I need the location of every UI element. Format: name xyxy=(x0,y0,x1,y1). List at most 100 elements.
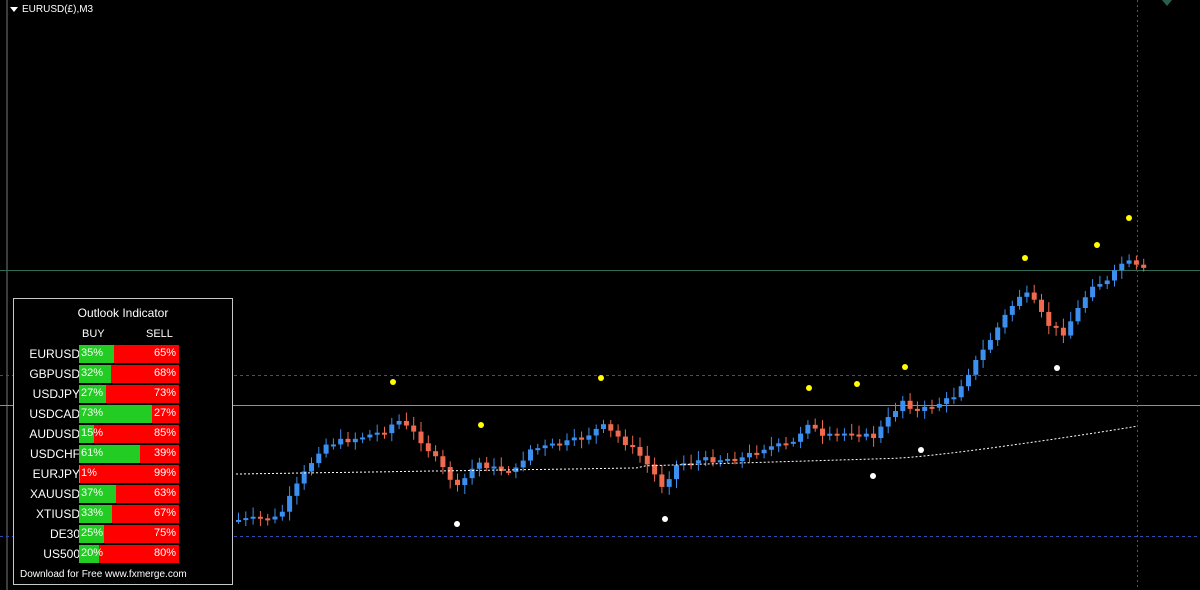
candle-body xyxy=(1133,260,1139,265)
candle-body xyxy=(630,445,636,448)
candle-body xyxy=(1031,292,1037,300)
candle-body xyxy=(506,470,512,473)
candle-body xyxy=(615,430,621,437)
candle-body xyxy=(1141,264,1147,268)
candle-body xyxy=(257,516,263,519)
buy-percent: 32% xyxy=(81,367,104,379)
candle-body xyxy=(710,457,716,463)
candle-body xyxy=(491,466,497,469)
sentiment-bar: 73% 27% xyxy=(79,405,179,423)
candle-body xyxy=(798,433,804,442)
candle-body xyxy=(1068,321,1074,336)
candle-body xyxy=(564,440,570,446)
candle-body xyxy=(622,436,628,446)
candle-body xyxy=(557,443,563,446)
candle-body xyxy=(754,452,760,455)
candle-body xyxy=(476,462,482,469)
candle-body xyxy=(893,411,898,418)
sentiment-bar: 32% 68% xyxy=(79,365,179,383)
candle-body xyxy=(418,431,424,444)
candle-body xyxy=(250,516,256,519)
candle-body xyxy=(498,466,504,471)
buy-percent: 35% xyxy=(81,347,104,359)
candle-body xyxy=(827,433,833,436)
candle-body xyxy=(783,443,789,446)
candle-body xyxy=(914,408,920,411)
row-symbol: USDCHF xyxy=(30,447,80,461)
buy-percent: 33% xyxy=(81,507,104,519)
sentiment-bar: 61% 39% xyxy=(79,445,179,463)
buy-column-header: BUY xyxy=(82,328,105,340)
sell-percent: 99% xyxy=(153,467,176,479)
row-symbol: EURUSD xyxy=(29,347,80,361)
sentiment-bar: 20% 80% xyxy=(79,545,179,563)
symbol-menu-triangle-icon[interactable] xyxy=(10,7,18,12)
buy-fill xyxy=(79,485,116,503)
candle-body xyxy=(236,519,241,522)
candle-body xyxy=(265,518,271,521)
sentiment-row-audusd: AUDUSD 15% 85% xyxy=(14,425,214,443)
sell-percent: 85% xyxy=(153,427,176,439)
sell-percent: 68% xyxy=(153,367,176,379)
buy-signal-dot xyxy=(870,473,876,479)
chart-shift-marker-icon[interactable] xyxy=(1162,0,1172,6)
row-symbol: USDJPY xyxy=(32,387,80,401)
sell-percent: 80% xyxy=(153,547,176,559)
candle-body xyxy=(316,453,322,464)
candle-body xyxy=(571,437,577,441)
sentiment-row-xauusd: XAUUSD 37% 63% xyxy=(14,485,214,503)
candle-body xyxy=(579,437,585,440)
candle-body xyxy=(951,397,957,400)
candle-body xyxy=(695,460,701,464)
sentiment-bar: 37% 63% xyxy=(79,485,179,503)
panel-title: Outlook Indicator xyxy=(77,306,169,320)
sentiment-bar: 27% 73% xyxy=(79,385,179,403)
candle-body xyxy=(309,463,314,472)
candle-body xyxy=(980,349,986,361)
footer-link[interactable]: Download for Free www.fxmerge.com xyxy=(20,569,187,580)
candle-body xyxy=(900,400,906,412)
candle-body xyxy=(666,479,672,487)
candle-body xyxy=(608,424,614,431)
candle-body xyxy=(294,483,300,496)
candle-body xyxy=(747,452,752,458)
candle-body xyxy=(528,449,533,461)
candle-body xyxy=(856,434,862,437)
sell-signal-dot xyxy=(390,379,396,385)
candle-body xyxy=(987,340,993,350)
candle-body xyxy=(936,403,942,408)
candle-body xyxy=(703,457,709,461)
symbol-label[interactable]: EURUSD(£),M3 xyxy=(10,4,93,15)
candle-body xyxy=(849,433,855,436)
row-symbol: XAUUSD xyxy=(29,487,80,501)
candle-body xyxy=(352,438,358,443)
candle-body xyxy=(447,467,453,480)
candle-body xyxy=(966,374,971,387)
candle-body xyxy=(425,443,431,452)
candle-body xyxy=(243,518,249,521)
candle-body xyxy=(1046,311,1052,326)
row-symbol: XTIUSD xyxy=(35,507,80,521)
sell-signal-dot xyxy=(478,422,484,428)
candle-body xyxy=(301,471,307,484)
symbol-timeframe-text: EURUSD(£),M3 xyxy=(22,4,94,15)
candle-body xyxy=(469,468,475,479)
candle-body xyxy=(455,479,460,486)
candle-body xyxy=(323,444,329,454)
candle-body xyxy=(812,424,818,429)
sentiment-bar: 25% 75% xyxy=(79,525,179,543)
candle-body xyxy=(732,458,738,462)
row-symbol: USDCAD xyxy=(29,407,80,421)
row-symbol: AUDUSD xyxy=(29,427,80,441)
candle-body xyxy=(462,478,468,486)
buy-percent: 20% xyxy=(81,547,104,559)
candle-body xyxy=(1002,314,1008,328)
candle-body xyxy=(652,464,658,475)
sell-percent: 67% xyxy=(153,507,176,519)
candle-body xyxy=(1090,286,1096,298)
sentiment-row-usdjpy: USDJPY 27% 73% xyxy=(14,385,214,403)
sell-percent: 65% xyxy=(153,347,176,359)
buy-signal-dot xyxy=(454,521,460,527)
candle-body xyxy=(659,474,665,487)
